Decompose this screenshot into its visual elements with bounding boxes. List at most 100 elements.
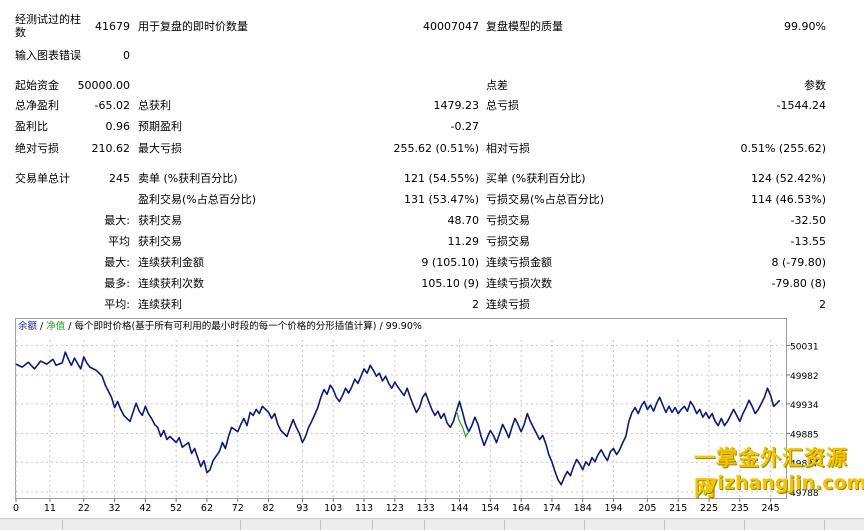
maximum-prefix: 最大: <box>104 256 130 269</box>
legend-sep: / <box>37 321 47 332</box>
largest-profit-label: 获利交易 <box>138 214 182 227</box>
equity-line <box>455 411 470 438</box>
avg-profit-value: 11.29 <box>447 235 480 248</box>
net-profit-value: -65.02 <box>94 99 130 112</box>
largest-profit-value: 48.70 <box>447 214 480 227</box>
avg-cons-wins-value: 2 <box>472 298 479 311</box>
max-cons-wins-label: 连续获利金额 <box>138 256 204 269</box>
x-tick-label: 11 <box>44 503 56 514</box>
x-tick-label: 235 <box>731 503 749 514</box>
max-cons-losses-value: 8 (-79.80) <box>771 256 826 269</box>
max-cons-losses-label: 连续亏损金额 <box>486 256 552 269</box>
errors-value: 0 <box>123 49 130 62</box>
abs-drawdown-value: 210.62 <box>91 142 131 155</box>
gross-profit-label: 总获利 <box>138 99 171 112</box>
most-prefix: 最多: <box>104 277 130 290</box>
balance-chart: 50031 49982 49934 49885 49837 49788 0 11 22 32 42 5… <box>13 340 819 514</box>
chart-frame <box>15 318 787 499</box>
column-divider <box>320 520 321 530</box>
x-tick-label: 42 <box>139 503 151 514</box>
bars-value: 41679 <box>95 20 130 33</box>
y-tick-label: 49788 <box>790 489 819 499</box>
quality-label: 复盘模型的质量 <box>486 20 563 33</box>
y-tick-label: 50031 <box>790 342 819 352</box>
rel-drawdown-value: 0.51% (255.62) <box>740 142 826 155</box>
avg-cons-losses-value: 2 <box>819 298 826 311</box>
profit-factor-label: 盈利比 <box>15 120 48 133</box>
legend-balance: 余额 <box>18 321 38 332</box>
avg-profit-label: 获利交易 <box>138 235 182 248</box>
quality-value: 99.90% <box>784 20 826 33</box>
net-profit-label: 总净盈利 <box>15 99 59 112</box>
errors-label: 输入图表错误 <box>15 49 81 62</box>
loss-trades-value: 114 (46.53%) <box>750 193 826 206</box>
column-divider <box>584 520 585 530</box>
avg-cons-losses-label: 连续亏损 <box>486 298 530 311</box>
x-tick-label: 194 <box>604 503 622 514</box>
ticks-value: 40007047 <box>423 20 479 33</box>
x-tick-label: 103 <box>324 503 342 514</box>
spread-value: 参数 <box>804 79 826 92</box>
x-tick-label: 154 <box>481 503 499 514</box>
largest-loss-value: -32.50 <box>790 214 826 227</box>
y-tick-label: 49934 <box>790 401 819 411</box>
profit-trades-label: 盈利交易(%占总百分比) <box>138 193 257 206</box>
avg-loss-value: -13.55 <box>790 235 826 248</box>
max-cons-profit-label: 连续获利次数 <box>138 277 204 290</box>
x-tick-label: 144 <box>450 503 468 514</box>
x-tick-label: 164 <box>512 503 530 514</box>
ticks-label: 用于复盘的即时价数量 <box>138 20 248 33</box>
column-divider <box>664 520 665 530</box>
x-tick-label: 82 <box>263 503 275 514</box>
x-tick-label: 22 <box>78 503 90 514</box>
total-trades-label: 交易单总计 <box>15 172 70 185</box>
deposit-label: 起始资金 <box>15 79 59 92</box>
x-tick-label: 184 <box>574 503 592 514</box>
rel-drawdown-label: 相对亏损 <box>486 142 530 155</box>
bars-label: 经测试过的柱 数 <box>15 13 81 39</box>
column-divider <box>504 520 505 530</box>
average-prefix: 平均 <box>108 235 130 248</box>
y-tick-label: 49837 <box>790 459 819 469</box>
x-tick-label: 174 <box>543 503 561 514</box>
x-tick-label: 113 <box>355 503 373 514</box>
legend-equity: 净值 <box>46 321 66 332</box>
max-cons-profit-value: 105.10 (9) <box>421 277 479 290</box>
profit-factor-value: 0.96 <box>105 120 131 133</box>
loss-trades-label: 亏损交易(%占总百分比) <box>486 193 605 206</box>
chart-legend: 余额 / 净值 / 每个即时价格(基于所有可利用的最小时段的每一个价格的分形插值… <box>18 321 422 333</box>
max-drawdown-value: 255.62 (0.51%) <box>393 142 479 155</box>
avg-loss-label: 亏损交易 <box>486 235 530 248</box>
spread-label: 点差 <box>486 79 508 92</box>
gross-loss-label: 总亏损 <box>486 99 519 112</box>
profit-trades-value: 131 (53.47%) <box>403 193 479 206</box>
max-cons-wins-value: 9 (105.10) <box>421 256 479 269</box>
y-tick-label: 49885 <box>790 430 819 440</box>
column-divider <box>240 520 241 530</box>
max-cons-loss-label: 连续亏损次数 <box>486 277 552 290</box>
x-tick-label: 0 <box>13 503 19 514</box>
column-divider <box>372 520 373 530</box>
average2-prefix: 平均: <box>104 298 130 311</box>
x-tick-label: 225 <box>700 503 718 514</box>
x-tick-label: 93 <box>296 503 308 514</box>
total-trades-value: 245 <box>109 172 130 185</box>
column-divider <box>424 520 425 530</box>
balance-line <box>15 351 781 486</box>
gross-profit-value: 1479.23 <box>433 99 480 112</box>
abs-drawdown-label: 绝对亏损 <box>15 142 59 155</box>
column-divider <box>744 520 745 530</box>
watermark-cn: 一掌金外汇资源网 <box>694 446 848 500</box>
short-positions-value: 121 (54.55%) <box>403 172 479 185</box>
y-tick-label: 49982 <box>790 372 819 382</box>
max-cons-loss-value: -79.80 (8) <box>771 277 826 290</box>
x-tick-label: 32 <box>109 503 121 514</box>
avg-cons-wins-label: 连续获利 <box>138 298 182 311</box>
largest-loss-label: 亏损交易 <box>486 214 530 227</box>
expected-payoff-label: 预期盈利 <box>138 120 182 133</box>
deposit-value: 50000.00 <box>77 79 131 92</box>
x-tick-label: 62 <box>201 503 213 514</box>
x-tick-label: 123 <box>386 503 404 514</box>
x-tick-label: 215 <box>669 503 687 514</box>
column-divider <box>824 520 825 530</box>
